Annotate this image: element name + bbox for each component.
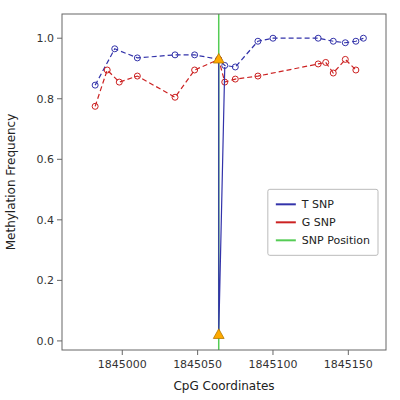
y-tick-label: 0.0 [37, 335, 55, 348]
circle-marker [360, 35, 366, 41]
circle-marker [255, 73, 261, 79]
plot-frame [62, 14, 386, 350]
circle-marker [330, 38, 336, 44]
y-tick [57, 340, 62, 341]
circle-marker [172, 52, 178, 58]
circle-marker [232, 76, 238, 82]
x-tick [348, 350, 349, 355]
x-tick-label: 1845050 [173, 358, 222, 371]
legend-swatch [276, 203, 296, 205]
x-axis-label: CpG Coordinates [173, 379, 274, 393]
y-tick-label: 1.0 [37, 32, 55, 45]
y-tick-label: 0.6 [37, 153, 55, 166]
circle-marker [342, 56, 348, 62]
circle-marker [116, 79, 122, 85]
circle-marker [134, 55, 140, 61]
y-axis-label: Methylation Frequency [4, 114, 18, 251]
circle-marker [192, 67, 198, 73]
legend-label: SNP Position [302, 234, 370, 247]
y-tick [57, 280, 62, 281]
legend-swatch [276, 239, 296, 241]
series-line [95, 59, 356, 106]
x-tick [272, 350, 273, 355]
circle-marker [315, 35, 321, 41]
legend-label: T SNP [301, 198, 334, 211]
y-tick [57, 98, 62, 99]
circle-marker [92, 103, 98, 109]
circle-marker [353, 38, 359, 44]
x-tick [122, 350, 123, 355]
circle-marker [232, 64, 238, 70]
circle-marker [92, 82, 98, 88]
circle-marker [104, 67, 110, 73]
series-line [219, 59, 225, 334]
circle-marker [323, 59, 329, 65]
legend-box [268, 189, 378, 255]
y-tick [57, 38, 62, 39]
circle-marker [134, 73, 140, 79]
chart: 0.0 0.2 0.4 0.6 0.8 1.0 1845000 1845050 1845100 1… [0, 0, 400, 400]
legend-swatch [276, 221, 296, 223]
circle-marker [255, 38, 261, 44]
plot-area [62, 14, 386, 350]
circle-marker [315, 61, 321, 67]
circle-marker [172, 94, 178, 100]
series-line [95, 38, 363, 85]
x-tick-label: 1845150 [324, 358, 373, 371]
circle-marker [270, 35, 276, 41]
legend-label: G SNP [302, 216, 336, 229]
triangle-marker [213, 329, 224, 339]
circle-marker [112, 46, 118, 52]
circle-marker [330, 70, 336, 76]
legend: T SNP G SNP SNP Position [268, 189, 378, 255]
y-tick-label: 0.2 [37, 274, 55, 287]
y-tick-label: 0.8 [37, 93, 55, 106]
circle-marker [342, 40, 348, 46]
y-tick [57, 159, 62, 160]
x-tick-label: 1845000 [98, 358, 147, 371]
circle-marker [192, 52, 198, 58]
circle-marker [353, 67, 359, 73]
x-tick-label: 1845100 [248, 358, 297, 371]
y-tick-label: 0.4 [37, 214, 55, 227]
data-layer [92, 14, 366, 350]
triangle-marker [213, 53, 224, 63]
x-tick [197, 350, 198, 355]
y-tick [57, 219, 62, 220]
